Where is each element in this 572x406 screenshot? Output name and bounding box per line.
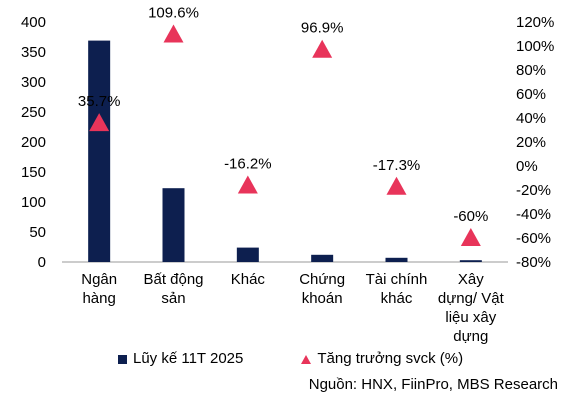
bar [385,257,408,262]
category-label-line: Chứng [299,271,345,288]
right-axis: -80% -60% -40% -20% 0% 20% 40% 60% 80% 100% 120% [516,14,554,271]
category-label: Khác [231,271,266,288]
category-label: Xây dựng/ Vật liệu xây dựng [438,271,505,345]
bar-swatch-icon [118,354,127,364]
legend-item-bar: Lũy kế 11T 2025 [118,350,243,368]
right-tick-label: -40% [516,206,551,223]
bar [311,254,334,262]
left-tick-label: 100 [21,194,46,211]
right-tick-label: -20% [516,182,551,199]
category-label: Tài chính khác [366,271,428,307]
bar-series [88,40,482,262]
right-tick-label: -80% [516,254,551,271]
category-label: Ngân hàng [81,271,117,307]
category-label-line: dựng/ Vật [438,290,505,307]
right-tick-label: 80% [516,62,546,79]
legend-marker-label: Tăng trưởng svck (%) [317,350,464,367]
legend-bar-label: Lũy kế 11T 2025 [133,350,244,367]
right-tick-label: 60% [516,86,546,103]
left-tick-label: 200 [21,134,46,151]
data-label: -60% [453,208,488,225]
category-label-line: hàng [82,290,115,307]
bar [162,188,185,262]
right-tick-label: 40% [516,110,546,127]
right-tick-label: 100% [516,38,554,55]
triangle-marker [386,176,407,195]
category-labels: Ngân hàng Bất động sản Khác Chứng khoán Tài chí… [81,271,504,345]
left-tick-label: 0 [38,254,46,271]
bar [459,260,482,262]
triangle-marker [460,228,481,246]
triangle-marker [312,39,333,58]
triangle-swatch-icon [301,354,312,364]
data-label: 109.6% [148,4,199,21]
right-tick-label: 20% [516,134,546,151]
data-label: -16.2% [224,155,272,172]
right-tick-label: -60% [516,230,551,247]
category-label-line: liệu xây [445,309,496,326]
source-note: Nguồn: HNX, FiinPro, MBS Research [308,376,558,393]
legend-item-marker: Tăng trưởng svck (%) [301,350,463,368]
left-tick-label: 400 [21,14,46,31]
left-tick-label: 300 [21,74,46,91]
category-label-line: Ngân [81,271,117,288]
category-label-line: khác [381,290,413,307]
bar [88,40,111,262]
category-label-line: Tài chính [366,271,428,288]
data-label: 96.9% [301,20,344,37]
left-tick-label: 150 [21,164,46,181]
left-axis: 0 50 100 150 200 250 300 350 400 [21,14,46,271]
category-label: Chứng khoán [299,271,345,307]
marker-series [89,24,481,246]
right-tick-label: 120% [516,14,554,31]
data-label: 35.7% [78,93,121,110]
left-tick-label: 50 [29,224,46,241]
left-tick-label: 350 [21,44,46,61]
triangle-marker [237,175,258,194]
data-label: -17.3% [373,157,421,174]
right-tick-label: 0% [516,158,538,175]
bar [236,247,259,262]
category-label-line: dựng [453,328,488,345]
category-label: Bất động sản [143,271,203,307]
chart: 0 50 100 150 200 250 300 350 400 -80% -60% -40% -20… [21,4,554,345]
triangle-marker [89,113,110,132]
category-label-line: khoán [302,290,343,307]
category-label-line: Khác [231,271,266,288]
category-label-line: Bất động [143,271,203,288]
legend: Lũy kế 11T 2025 Tăng trưởng svck (%) [118,350,463,368]
triangle-marker [163,24,184,43]
left-tick-label: 250 [21,104,46,121]
category-label-line: sản [161,290,185,307]
category-label-line: Xây [458,271,484,288]
data-labels: 35.7% 109.6% -16.2% 96.9% -17.3% -60% [78,4,488,225]
